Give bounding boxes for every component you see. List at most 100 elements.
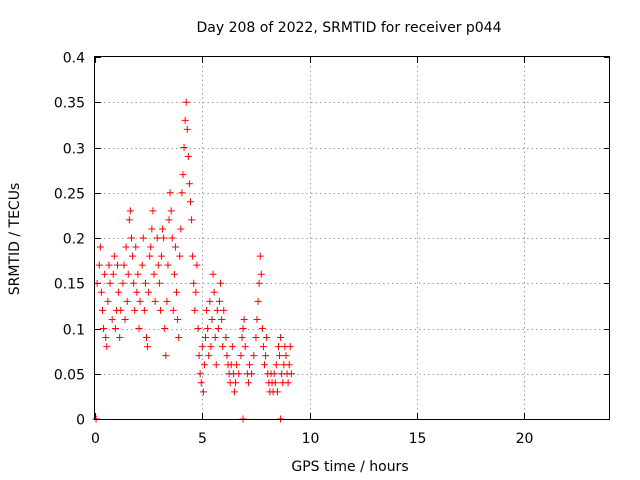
data-point [276,352,284,360]
data-point [178,189,186,197]
data-point [122,243,130,251]
data-point [182,98,190,106]
data-point [259,343,267,351]
data-point [106,279,114,287]
data-point [223,352,231,360]
data-point [119,279,127,287]
data-point [244,379,252,387]
chart-title: Day 208 of 2022, SRMTID for receiver p04… [196,20,501,36]
data-point [211,334,219,342]
data-point [230,388,238,396]
y-tick-label: 0 [76,413,85,429]
data-point [140,306,148,314]
data-point [179,171,187,179]
data-point [277,334,285,342]
data-point [104,297,112,305]
data-point [167,207,175,215]
data-point [215,297,223,305]
data-point [124,270,132,278]
data-point [131,306,139,314]
data-point [274,343,282,351]
data-point [191,306,199,314]
data-point [171,243,179,251]
data-point [190,279,198,287]
data-point [207,343,215,351]
data-point [166,189,174,197]
data-point [160,234,168,242]
data-point [168,234,176,242]
data-point [117,306,125,314]
data-point [240,315,248,323]
data-point [108,315,116,323]
data-point [212,361,220,369]
data-point [262,352,270,360]
data-point [129,252,137,260]
data-point [250,352,258,360]
data-point [200,361,208,369]
data-point [183,125,191,133]
data-point [254,297,262,305]
data-point [97,288,105,296]
data-point [156,306,164,314]
data-point [282,352,290,360]
data-point [253,315,261,323]
grid-lines [95,57,610,419]
data-point [145,288,153,296]
data-point [255,279,263,287]
data-point [136,297,144,305]
data-point [144,343,152,351]
data-point [272,361,280,369]
data-point [109,270,117,278]
data-point [121,315,129,323]
data-point [120,261,128,269]
data-point [143,334,150,342]
data-point [141,279,149,287]
data-point [110,252,118,260]
data-point [220,306,228,314]
data-point [217,279,225,287]
data-point [158,252,166,260]
data-point [130,279,138,287]
data-point [238,334,246,342]
data-point [164,261,172,269]
data-point [133,288,141,296]
data-point [192,288,200,296]
data-point [95,261,103,269]
y-tick-label: 0.25 [54,187,85,203]
data-point [184,153,192,161]
data-point [199,388,207,396]
data-point [134,270,142,278]
data-point [210,288,218,296]
data-point [258,325,266,332]
data-point [180,144,188,151]
data-point [176,252,184,260]
data-point [233,361,241,369]
data-point [99,306,107,314]
data-point [151,297,159,305]
y-tick-label: 0.1 [63,323,85,339]
data-point [287,370,295,378]
data-point [115,288,123,296]
data-point [153,234,161,242]
data-point [235,370,243,378]
data-point [202,334,210,342]
data-point [132,243,140,251]
plot-frame [94,56,610,420]
data-point [177,225,185,233]
data-point [222,334,230,342]
data-point [125,216,133,224]
data-points [92,98,295,423]
data-point [139,234,147,242]
data-point [186,198,194,206]
data-point [197,379,205,387]
data-point [163,297,171,305]
x-tick-label: 0 [91,431,100,447]
data-point [246,361,253,369]
data-point [208,315,216,323]
y-tick-label: 0.3 [63,142,85,158]
data-point [161,325,169,332]
data-point [213,306,221,314]
data-point [127,234,135,242]
y-tick-label: 0.05 [54,368,85,384]
